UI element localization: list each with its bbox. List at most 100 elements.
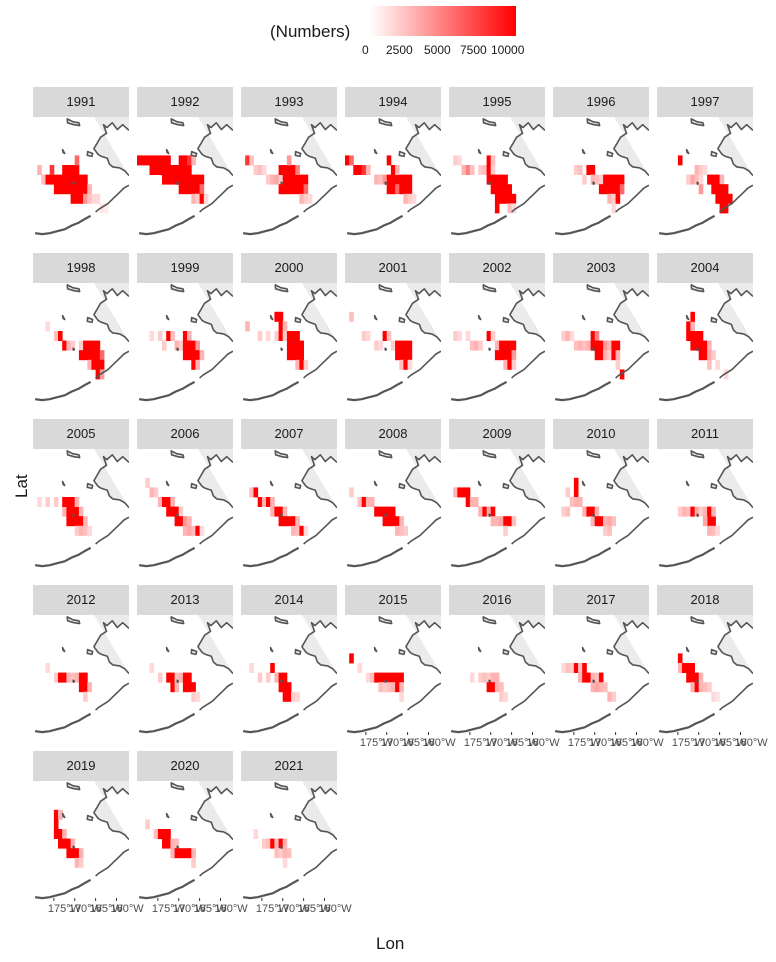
- heatmap-cell: [199, 525, 205, 536]
- heatmap-cell: [494, 203, 500, 214]
- heatmap-cell: [607, 340, 612, 351]
- heatmap-cell: [619, 174, 625, 185]
- heatmap-cell: [690, 506, 695, 517]
- heatmap-cell: [374, 672, 379, 683]
- heatmap-cell: [465, 331, 471, 341]
- heatmap-cell: [594, 350, 600, 361]
- heatmap-cell: [182, 525, 188, 536]
- facet-plot-area: [241, 449, 337, 569]
- coastline-alaska: [509, 122, 545, 177]
- facet-panel-2007: 2007: [241, 419, 337, 569]
- heatmap-cell: [611, 193, 616, 204]
- heatmap-cell: [690, 682, 695, 693]
- coastline-peninsula: [407, 682, 441, 711]
- facet-strip-label: 2000: [241, 253, 337, 283]
- heatmap-cell: [270, 497, 275, 507]
- land-area: [197, 615, 233, 674]
- facet-map: [34, 781, 129, 901]
- coastline-alaska: [197, 288, 233, 343]
- coastline-nunivak-island: [190, 648, 198, 656]
- facet-plot-area: [449, 117, 545, 237]
- heatmap-cell: [70, 848, 76, 859]
- coastline-st-matthew-island: [61, 148, 66, 155]
- heatmap-cell: [178, 155, 184, 166]
- heatmap-cell: [303, 525, 309, 536]
- facet-plot-area: [137, 449, 233, 569]
- heatmap-cell: [711, 506, 716, 517]
- heatmap-cell: [561, 506, 566, 517]
- heatmap-cell: [370, 497, 375, 507]
- heatmap-cell: [266, 497, 271, 507]
- coastline-st-lawrence-island: [66, 782, 81, 791]
- heatmap-cell: [83, 340, 88, 351]
- heatmap-cell: [282, 857, 288, 868]
- heatmap-cell: [66, 497, 71, 507]
- heatmap-cell: [499, 350, 504, 361]
- heatmap-cell: [282, 838, 288, 849]
- heatmap-cell: [191, 193, 196, 204]
- heatmap-cell: [37, 497, 42, 507]
- heatmap-cell: [253, 165, 259, 175]
- heatmap-cell: [274, 311, 279, 322]
- heatmap-cell: [698, 165, 704, 175]
- legend-colorbar: [370, 6, 516, 36]
- heatmap-cell: [399, 340, 404, 351]
- x-tick-label: 165°W: [193, 903, 227, 915]
- heatmap-cell: [582, 672, 587, 683]
- coastline-aleutians: [554, 214, 612, 236]
- heatmap-cell: [565, 331, 571, 341]
- heatmap-cell: [74, 525, 80, 536]
- heatmap-cell: [58, 809, 63, 820]
- heatmap-cell: [174, 838, 180, 849]
- heatmap-cell: [174, 848, 180, 859]
- heatmap-cell: [386, 155, 392, 166]
- facet-strip-label: 2012: [33, 585, 129, 615]
- facet-map: [346, 449, 441, 568]
- heatmap-cell: [145, 155, 150, 166]
- coastline-nunivak-island: [398, 482, 406, 490]
- heatmap-cell: [182, 155, 188, 166]
- coastline-aleutians: [554, 546, 612, 568]
- heatmap-cell: [677, 155, 683, 166]
- heatmap-cell: [465, 487, 471, 498]
- heatmap-cell: [195, 359, 200, 370]
- heatmap-cell: [78, 672, 84, 683]
- heatmap-cell: [378, 506, 383, 517]
- heatmap-cell: [278, 321, 284, 332]
- heatmap-cell: [607, 516, 612, 527]
- heatmap-cell: [507, 359, 512, 370]
- coastline-alaska: [197, 122, 233, 177]
- heatmap-cell: [715, 174, 720, 185]
- heatmap-cell: [62, 838, 67, 849]
- heatmap-cell: [104, 203, 109, 214]
- facet-strip-label: 2010: [553, 419, 649, 449]
- heatmap-cell: [611, 691, 616, 702]
- coastline-st-matthew-island: [373, 480, 378, 487]
- heatmap-cell: [399, 516, 404, 527]
- facet-panel-1998: 1998: [33, 253, 129, 403]
- heatmap-cell: [87, 682, 92, 693]
- coastline-peninsula: [95, 184, 129, 213]
- heatmap-cell: [153, 487, 159, 498]
- heatmap-cell: [386, 516, 392, 527]
- heatmap-cell: [715, 184, 720, 195]
- heatmap-cell: [707, 516, 712, 527]
- coastline-alaska: [93, 786, 129, 841]
- coastline-pribilof-islands: [176, 679, 180, 683]
- coastline-pribilof-islands: [280, 679, 284, 683]
- heatmap-cell: [707, 506, 712, 517]
- heatmap-cell: [457, 155, 462, 166]
- heatmap-cell: [677, 653, 683, 664]
- heatmap-cell: [58, 672, 63, 683]
- heatmap-cell: [707, 340, 712, 351]
- coastline-aleutians: [346, 380, 404, 402]
- coastline-peninsula: [199, 682, 233, 711]
- coastline-st-matthew-island: [165, 480, 170, 487]
- coastline-aleutians: [450, 214, 508, 236]
- heatmap-cell: [78, 857, 84, 868]
- coastline-peninsula: [199, 516, 233, 545]
- heatmap-cell: [78, 340, 84, 351]
- heatmap-cell: [390, 682, 396, 693]
- x-tick-label: 170°W: [380, 737, 414, 749]
- facet-map: [34, 615, 129, 734]
